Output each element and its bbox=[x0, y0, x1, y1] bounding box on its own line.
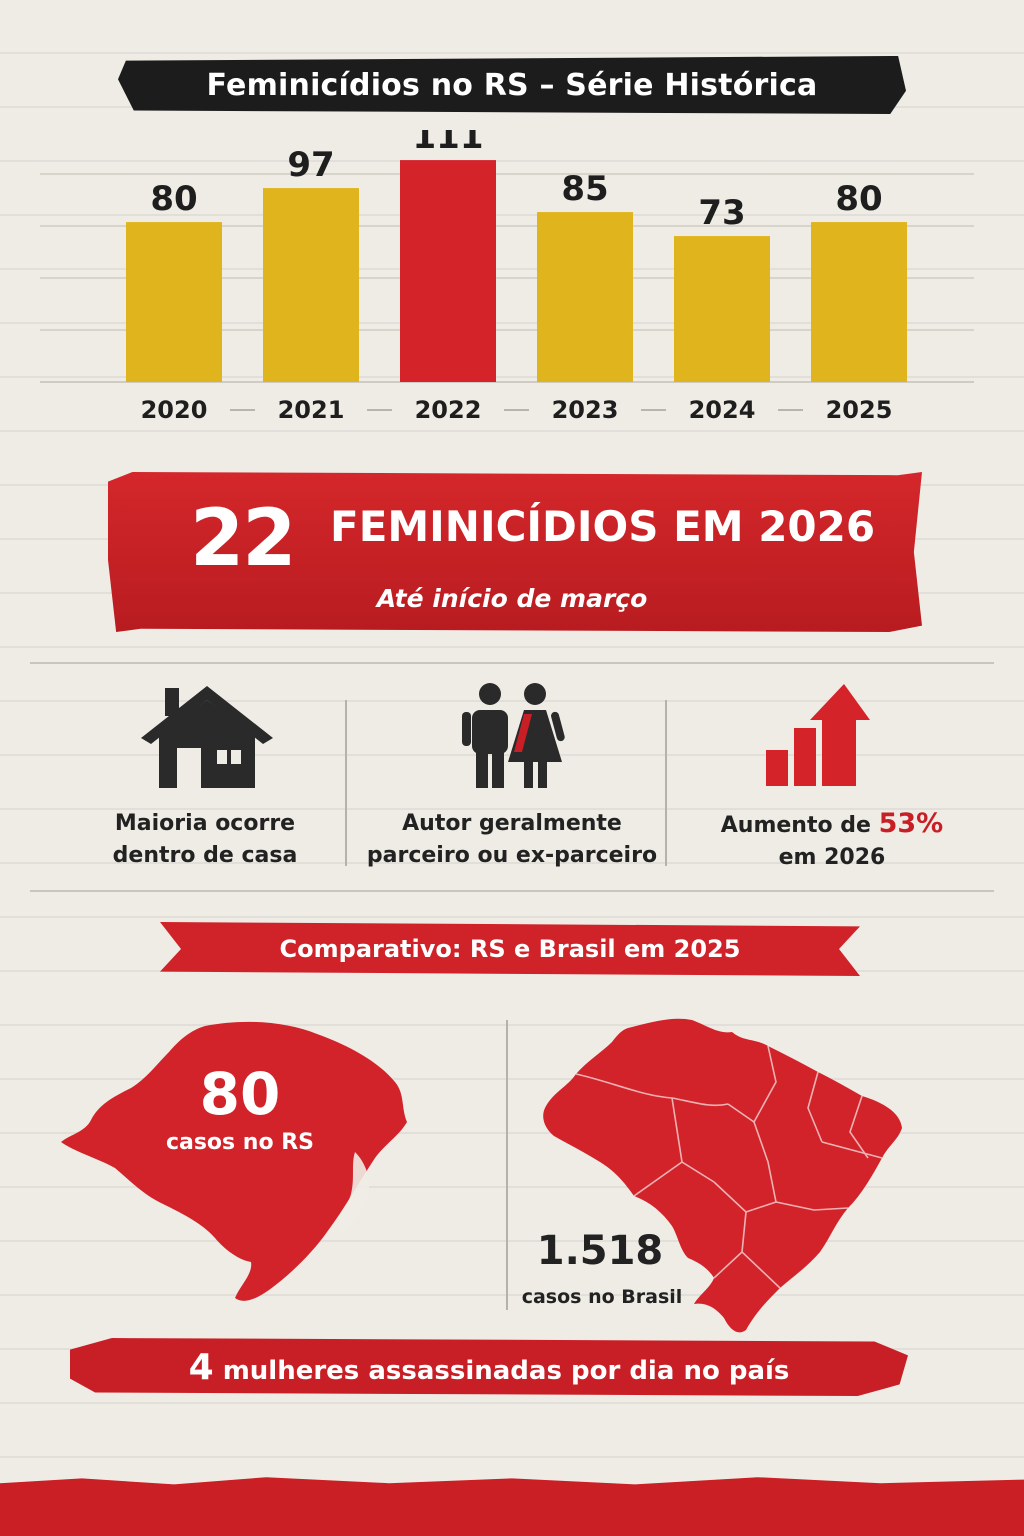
column-separator bbox=[506, 1020, 508, 1310]
fact-house-line1: Maioria ocorre bbox=[114, 811, 296, 836]
fact-couple-text: Autor geralmente parceiro ou ex-parceiro bbox=[352, 808, 672, 872]
bottom-decor-strip bbox=[0, 1477, 1024, 1536]
brazil-cases-label: casos no Brasil bbox=[521, 1286, 683, 1308]
rising-bars-icon bbox=[672, 680, 992, 790]
bar-2021 bbox=[263, 188, 359, 382]
comparison-banner: Comparativo: RS e Brasil em 2025 bbox=[160, 922, 860, 976]
bar-2022 bbox=[400, 160, 496, 382]
highlight-banner bbox=[108, 472, 922, 632]
tick-label-2022: 2022 bbox=[415, 396, 482, 424]
column-separator bbox=[345, 700, 347, 866]
couple-icon bbox=[352, 680, 672, 790]
data-label-2023: 85 bbox=[561, 169, 608, 209]
data-label-2025: 80 bbox=[835, 179, 882, 219]
divider bbox=[30, 662, 994, 664]
fact-increase-line2: em 2026 bbox=[778, 845, 886, 870]
data-label-2024: 73 bbox=[698, 193, 745, 233]
bar-2024 bbox=[674, 236, 770, 382]
tick-label-2021: 2021 bbox=[278, 396, 345, 424]
data-label-2020: 80 bbox=[150, 179, 197, 219]
fact-increase-prefix: Aumento de bbox=[720, 813, 879, 838]
footer-number: 4 bbox=[188, 1346, 214, 1388]
tick-label-2025: 2025 bbox=[826, 396, 893, 424]
footer-sentence: mulheres assassinadas por dia no país bbox=[213, 1355, 790, 1386]
highlight-number: 22 bbox=[190, 494, 297, 584]
comparison-title: Comparativo: RS e Brasil em 2025 bbox=[279, 935, 741, 963]
tick-label-2023: 2023 bbox=[552, 396, 619, 424]
house-icon bbox=[45, 680, 365, 790]
rs-cases-label: casos no RS bbox=[165, 1130, 315, 1155]
brazil-cases-number: 1.518 bbox=[536, 1228, 664, 1274]
highlight-subtitle: Até início de março bbox=[376, 584, 648, 613]
rs-map bbox=[61, 1021, 407, 1301]
chart-title: Feminicídios no RS – Série Histórica bbox=[206, 67, 818, 103]
footer-text: 4 mulheres assassinadas por dia no país bbox=[189, 1347, 790, 1388]
title-banner: Feminicídios no RS – Série Histórica bbox=[118, 56, 906, 114]
fact-increase-text: Aumento de 53% em 2026 bbox=[672, 808, 992, 874]
rs-cases-number: 80 bbox=[199, 1060, 281, 1128]
fact-increase-value: 53% bbox=[878, 808, 944, 839]
bar-2020 bbox=[126, 222, 222, 382]
highlight-text: FEMINICÍDIOS EM 2026 bbox=[330, 502, 876, 551]
bar-2025 bbox=[811, 222, 907, 382]
data-label-2021: 97 bbox=[287, 145, 334, 185]
tick-label-2024: 2024 bbox=[689, 396, 756, 424]
fact-house-line2: dentro de casa bbox=[112, 843, 298, 868]
fact-couple-line1: Autor geralmente bbox=[402, 811, 622, 836]
brazil-map bbox=[543, 1018, 902, 1333]
fact-house-text: Maioria ocorre dentro de casa bbox=[45, 808, 365, 872]
tick-label-2020: 2020 bbox=[141, 396, 208, 424]
footer-banner: 4 mulheres assassinadas por dia no país bbox=[70, 1338, 908, 1396]
bar-2023 bbox=[537, 212, 633, 382]
data-label-2022: 111 bbox=[413, 130, 484, 157]
fact-couple-line2: parceiro ou ex-parceiro bbox=[366, 843, 658, 868]
bar-chart: 80 2020 97 2021 111 2022 85 2023 73 2024 80 2025 bbox=[40, 130, 974, 424]
column-separator bbox=[665, 700, 667, 866]
divider bbox=[30, 890, 994, 892]
